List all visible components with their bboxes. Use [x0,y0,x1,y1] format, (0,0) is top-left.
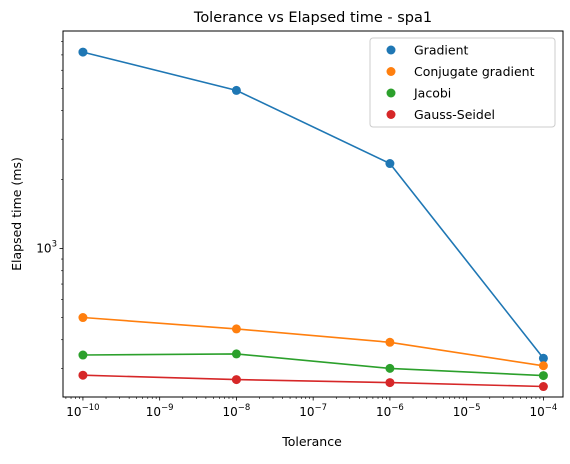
series-line-0 [82,51,545,359]
series-line-3 [82,374,544,388]
x-tick-label: 10−6 [376,403,404,419]
data-point [231,324,241,334]
chart-title: Tolerance vs Elapsed time - spa1 [193,10,432,26]
x-axis-label: Tolerance [281,434,342,449]
legend-marker [386,110,396,119]
data-point [78,313,88,323]
y-axis: 103 [36,41,63,369]
series-line-2 [82,353,544,377]
data-point [385,159,395,169]
data-point [385,378,395,388]
legend-label: Jacobi [413,86,451,101]
data-point [538,361,548,371]
data-point [231,375,241,385]
series-line-1 [82,316,544,367]
legend-marker [386,88,396,98]
legend-label: Conjugate gradient [414,64,535,79]
data-point [231,349,241,359]
data-point [538,382,548,392]
legend: Gradient Conjugate gradient Jacobi Gauss-Se… [369,37,556,128]
legend-marker [386,45,396,55]
data-point [385,337,395,347]
data-point [78,350,88,360]
legend-marker [386,67,396,76]
x-tick-label: 10−8 [223,403,251,419]
legend-frame [369,37,556,128]
data-point [385,363,395,373]
data-point [78,47,88,57]
x-tick-label: 10−5 [453,403,481,419]
legend-label: Gradient [414,43,469,58]
data-point [538,353,548,363]
x-axis: 10−10 10−9 10−8 10−7 10−6 10−5 10−4 [65,397,558,419]
x-tick-label: 10−4 [530,403,558,419]
y-tick-label: 103 [36,240,57,256]
data-point [538,371,548,381]
y-axis-label: Elapsed time (ms) [9,157,24,271]
legend-label: Gauss-Seidel [414,107,495,122]
x-tick-label: 10−10 [66,403,99,419]
x-tick-label: 10−9 [146,403,174,419]
x-tick-label: 10−7 [299,403,327,419]
series-layer [78,47,548,392]
data-point [231,85,241,95]
data-point [78,370,88,380]
